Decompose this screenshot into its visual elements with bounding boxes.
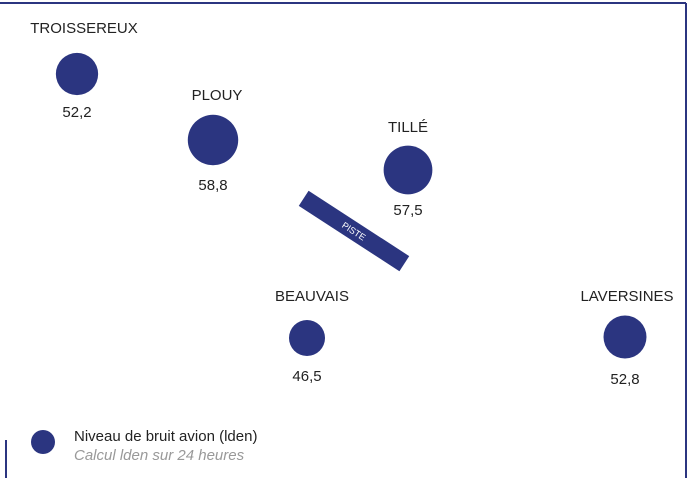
location-label: LAVERSINES bbox=[580, 288, 673, 305]
value-label: 57,5 bbox=[393, 202, 422, 219]
noise-bubble bbox=[187, 114, 239, 166]
value-label: 52,8 bbox=[610, 371, 639, 388]
legend-subtitle: Calcul lden sur 24 heures bbox=[74, 447, 245, 464]
value-label: 46,5 bbox=[292, 368, 321, 385]
value-label: 58,8 bbox=[198, 177, 227, 194]
runway-strip bbox=[298, 190, 410, 272]
legend-marker bbox=[31, 430, 55, 454]
noise-bubble bbox=[55, 52, 99, 96]
noise-bubble bbox=[288, 319, 326, 357]
value-label: 52,2 bbox=[62, 104, 91, 121]
legend-title: Niveau de bruit avion (lden) bbox=[74, 428, 257, 445]
location-label: TILLÉ bbox=[388, 119, 428, 136]
noise-bubble bbox=[603, 315, 647, 359]
location-label: BEAUVAIS bbox=[275, 288, 349, 305]
location-label: PLOUY bbox=[192, 87, 243, 104]
runway: PISTE bbox=[298, 190, 410, 272]
location-label: TROISSEREUX bbox=[30, 20, 138, 37]
noise-bubble bbox=[383, 145, 433, 195]
